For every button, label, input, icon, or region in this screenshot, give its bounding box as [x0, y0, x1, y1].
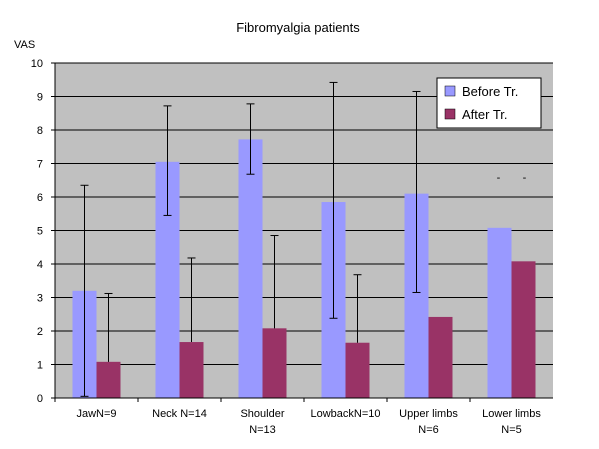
- y-tick-label-9: 9: [37, 92, 43, 104]
- x-tick-label-4-1: N=6: [418, 424, 439, 436]
- y-tick-label-0: 0: [37, 393, 43, 405]
- x-axis-ticks: JawN=9 Neck N=14 Shoulder N=13 LowbackN=10 Up…: [54, 398, 541, 436]
- y-axis-ticks: 0 1 2 3 4 5 6 7 8 9 10: [31, 58, 55, 405]
- x-tick-label-5-1: N=5: [501, 424, 522, 436]
- y-tick-label-10: 10: [31, 58, 43, 70]
- bar-after-5: [511, 261, 536, 398]
- y-tick-label-3: 3: [37, 293, 43, 305]
- bar-before-5: [487, 227, 512, 398]
- x-tick-label-4-0: Upper limbs: [399, 408, 458, 420]
- y-tick-label-5: 5: [37, 226, 43, 238]
- x-tick-label-2-0: Shoulder: [240, 408, 284, 420]
- bar-after-4: [428, 316, 453, 398]
- annotations: --: [497, 172, 527, 184]
- x-tick-label-3-0: LowbackN=10: [310, 408, 380, 420]
- y-tick-label-6: 6: [37, 192, 43, 204]
- bar-after-1: [179, 342, 204, 398]
- x-tick-label-1-0: Neck N=14: [152, 408, 207, 420]
- error-bars: [80, 81, 421, 397]
- legend-label-after: After Tr.: [462, 107, 508, 122]
- annotation-1: -: [523, 172, 527, 184]
- bar-before-2: [238, 139, 263, 398]
- legend: Before Tr. After Tr.: [436, 77, 542, 129]
- bar-after-2: [262, 328, 287, 398]
- x-tick-label-2-1: N=13: [249, 424, 276, 436]
- x-tick-label-0-0: JawN=9: [76, 408, 116, 420]
- legend-label-before: Before Tr.: [462, 84, 518, 99]
- y-axis-label: VAS: [14, 39, 35, 51]
- bar-after-3: [345, 342, 370, 398]
- chart-title: Fibromyalgia patients: [236, 20, 360, 35]
- legend-swatch-before: [444, 85, 456, 97]
- y-tick-label-7: 7: [37, 159, 43, 171]
- legend-swatch-after: [444, 108, 456, 120]
- annotation-0: -: [497, 172, 501, 184]
- y-tick-label-4: 4: [37, 259, 43, 271]
- bar-after-0: [96, 361, 121, 398]
- x-tick-label-5-0: Lower limbs: [482, 408, 541, 420]
- y-tick-label-2: 2: [37, 326, 43, 338]
- gridlines: [55, 62, 553, 365]
- bars: [72, 139, 536, 398]
- y-tick-label-1: 1: [37, 360, 43, 372]
- y-tick-label-8: 8: [37, 125, 43, 137]
